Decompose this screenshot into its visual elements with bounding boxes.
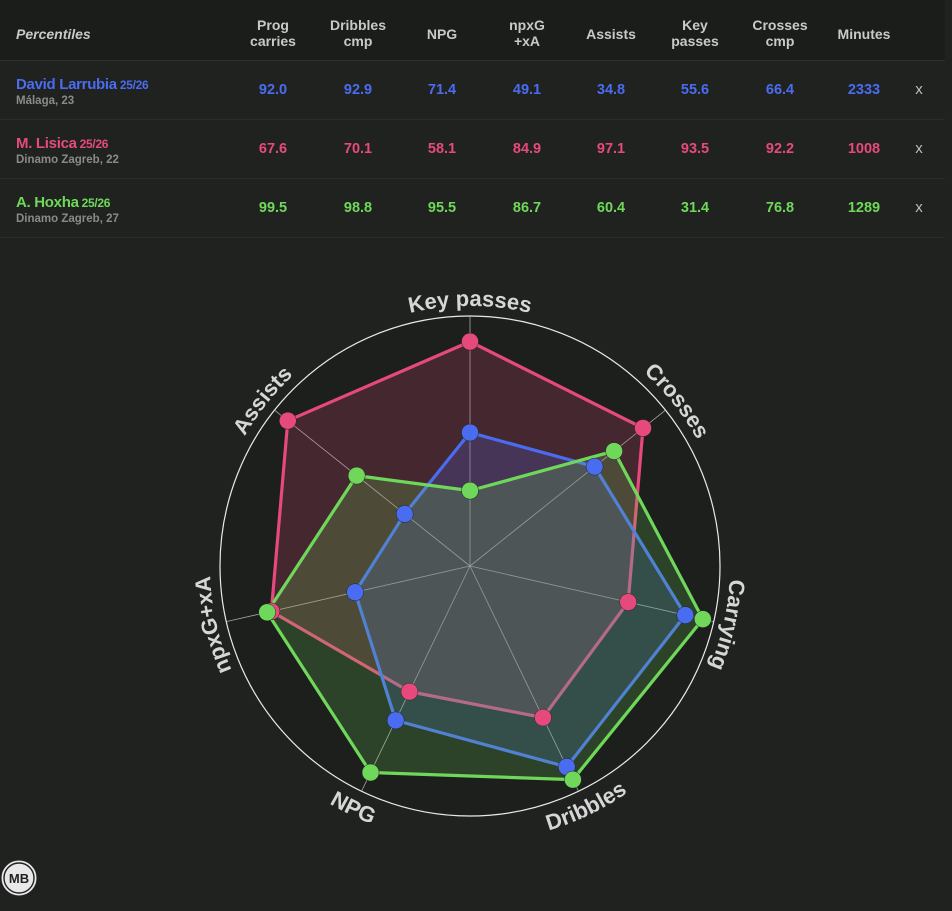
value-cell: 71.4	[427, 82, 457, 98]
value-cell: 67.6	[258, 141, 288, 157]
table-row: M. Lisica 25/26 Dinamo Zagreb, 22 67.6 70.1 5…	[0, 120, 945, 179]
percentiles-title: Percentiles	[16, 26, 91, 42]
column-header[interactable]: Assists	[586, 26, 636, 42]
column-header[interactable]: Crosses cmp	[752, 17, 808, 49]
remove-player-button[interactable]: x	[915, 199, 923, 216]
radar-data-point	[347, 466, 366, 485]
value-cell: 58.1	[427, 141, 457, 157]
value-cell: 95.5	[427, 200, 457, 216]
player-name[interactable]: M. Lisica 25/26	[16, 135, 109, 152]
value-cell: 34.8	[596, 82, 626, 98]
radar-spoke	[274, 409, 471, 567]
logo-icon: MB	[0, 858, 40, 898]
table-row: David Larrubia 25/26 Málaga, 23 92.0 92.9 71.…	[0, 61, 945, 120]
radar-data-point	[400, 682, 419, 701]
table-row: A. Hoxha 25/26 Dinamo Zagreb, 27 99.5 98.8 95…	[0, 179, 945, 238]
club-age: Dinamo Zagreb, 27	[16, 213, 119, 225]
radar-spoke	[361, 565, 471, 792]
club-age: Dinamo Zagreb, 22	[16, 154, 119, 166]
radar-axis-label: Key passes	[406, 286, 534, 318]
radar-data-point	[534, 708, 552, 727]
value-cell: 60.4	[596, 200, 626, 216]
radar-series-polygon	[353, 430, 687, 769]
radar-data-point	[386, 711, 405, 730]
player-name[interactable]: David Larrubia 25/26	[16, 76, 149, 93]
column-header[interactable]: NPG	[426, 26, 458, 42]
value-cell: 1008	[847, 141, 881, 157]
value-cell: 1289	[847, 200, 881, 216]
radar-data-point	[676, 606, 695, 624]
radar-spoke	[469, 565, 714, 623]
radar-data-point	[361, 763, 380, 782]
value-cell: 92.0	[258, 82, 288, 98]
radar-data-point	[258, 603, 276, 622]
value-cell: 55.6	[680, 82, 710, 98]
value-cell: 49.1	[512, 82, 542, 98]
radar-data-point	[395, 505, 414, 523]
value-cell: 66.4	[765, 82, 795, 98]
radar-data-point	[461, 481, 479, 500]
radar-data-point	[694, 610, 712, 628]
percentiles-table: Percentiles Prog carries Dribbles cmp NPG npx…	[0, 0, 945, 238]
column-header[interactable]: Dribbles cmp	[329, 17, 386, 49]
radar-data-point	[461, 332, 479, 351]
value-cell: 97.1	[596, 141, 626, 157]
column-header[interactable]: Key passes	[671, 17, 719, 49]
column-header[interactable]: Prog carries	[250, 17, 296, 49]
radar-data-point	[461, 423, 479, 442]
value-cell: 93.5	[680, 141, 710, 157]
value-cell: 76.8	[765, 200, 795, 216]
value-cell: 92.9	[343, 82, 373, 98]
value-cell: 86.7	[512, 200, 542, 216]
season-label: 25/26	[79, 137, 109, 151]
radar-spoke	[469, 565, 579, 792]
value-cell: 99.5	[258, 200, 288, 216]
radar-data-point	[605, 442, 623, 460]
table-header: Percentiles Prog carries Dribbles cmp NPG npx…	[0, 0, 945, 61]
radar-data-point	[619, 593, 637, 611]
player-name[interactable]: A. Hoxha 25/26	[16, 194, 111, 211]
radar-data-point	[346, 583, 364, 601]
value-cell: 70.1	[343, 141, 373, 157]
value-cell: 2333	[847, 82, 881, 98]
radar-data-point	[634, 419, 652, 437]
radar-data-point	[564, 770, 582, 789]
column-header[interactable]: Minutes	[837, 26, 891, 42]
radar-data-point	[585, 457, 604, 476]
value-cell: 31.4	[680, 200, 710, 216]
season-label: 25/26	[81, 196, 111, 210]
svg-text:MB: MB	[9, 871, 29, 886]
club-age: Málaga, 23	[16, 95, 75, 107]
remove-player-button[interactable]: x	[915, 81, 923, 98]
value-cell: 84.9	[512, 141, 542, 157]
radar-spoke	[469, 409, 666, 567]
radar-series-polygon	[265, 449, 705, 782]
season-label: 25/26	[119, 78, 149, 92]
value-cell: 92.2	[765, 141, 795, 157]
radar-data-point	[279, 411, 297, 430]
remove-player-button[interactable]: x	[915, 140, 923, 157]
value-cell: 98.8	[343, 200, 373, 216]
column-header[interactable]: npxG +xA	[509, 17, 545, 49]
